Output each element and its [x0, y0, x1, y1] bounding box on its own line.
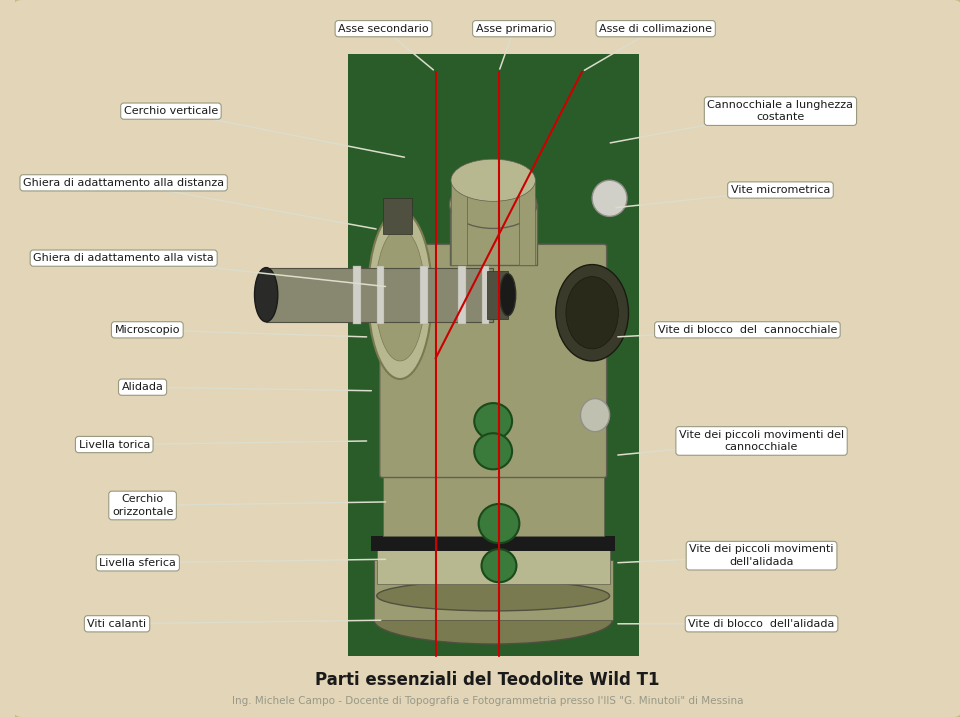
FancyBboxPatch shape	[380, 244, 607, 478]
Ellipse shape	[474, 433, 512, 470]
Ellipse shape	[375, 229, 424, 361]
Ellipse shape	[376, 581, 610, 611]
Ellipse shape	[592, 180, 627, 217]
Text: Microscopio: Microscopio	[114, 325, 180, 335]
Bar	[376, 266, 384, 323]
Bar	[376, 548, 610, 584]
Bar	[458, 266, 466, 323]
Text: Cerchio
orizzontale: Cerchio orizzontale	[112, 494, 173, 517]
Ellipse shape	[581, 399, 610, 432]
Bar	[383, 463, 604, 536]
Text: Livella sferica: Livella sferica	[100, 558, 177, 568]
Text: Cannocchiale a lunghezza
costante: Cannocchiale a lunghezza costante	[708, 100, 853, 123]
Bar	[348, 54, 638, 656]
Bar	[371, 536, 615, 551]
Bar	[353, 266, 361, 323]
Bar	[373, 560, 612, 620]
Bar	[488, 270, 508, 319]
Text: Vite dei piccoli movimenti
dell'alidada: Vite dei piccoli movimenti dell'alidada	[689, 544, 834, 567]
Text: Asse di collimazione: Asse di collimazione	[599, 24, 712, 34]
Ellipse shape	[254, 267, 277, 322]
Ellipse shape	[482, 549, 516, 582]
Bar	[420, 266, 428, 323]
Text: Vite dei piccoli movimenti del
cannocchiale: Vite dei piccoli movimenti del cannocchi…	[679, 429, 844, 452]
Text: Vite micrometrica: Vite micrometrica	[731, 185, 830, 195]
Bar	[482, 266, 489, 323]
Text: Asse secondario: Asse secondario	[338, 24, 429, 34]
Text: Ghiera di adattamento alla distanza: Ghiera di adattamento alla distanza	[23, 178, 225, 188]
Ellipse shape	[556, 265, 629, 361]
Ellipse shape	[368, 210, 432, 379]
Bar	[266, 267, 493, 322]
Bar	[383, 199, 412, 234]
Text: Cerchio verticale: Cerchio verticale	[124, 106, 218, 116]
Bar	[451, 180, 467, 265]
Ellipse shape	[451, 159, 536, 201]
Ellipse shape	[566, 277, 618, 349]
Text: Viti calanti: Viti calanti	[87, 619, 147, 629]
Text: Ghiera di adattamento alla vista: Ghiera di adattamento alla vista	[34, 253, 214, 263]
Text: Ing. Michele Campo - Docente di Topografia e Fotogrammetria presso l'IIS "G. Min: Ing. Michele Campo - Docente di Topograf…	[231, 696, 743, 706]
Text: Alidada: Alidada	[122, 382, 163, 392]
Text: Vite di blocco  del  cannocchiale: Vite di blocco del cannocchiale	[658, 325, 837, 335]
Text: Livella torica: Livella torica	[79, 440, 150, 450]
FancyBboxPatch shape	[12, 0, 960, 717]
Ellipse shape	[449, 180, 537, 229]
Bar	[519, 180, 536, 265]
Ellipse shape	[474, 403, 512, 440]
Ellipse shape	[479, 504, 519, 543]
Text: Parti essenziali del Teodolite Wild T1: Parti essenziali del Teodolite Wild T1	[315, 670, 660, 689]
Bar	[449, 204, 537, 265]
Text: Vite di blocco  dell'alidada: Vite di blocco dell'alidada	[688, 619, 835, 629]
Ellipse shape	[500, 274, 516, 315]
Text: Asse primario: Asse primario	[476, 24, 552, 34]
Ellipse shape	[373, 596, 612, 644]
